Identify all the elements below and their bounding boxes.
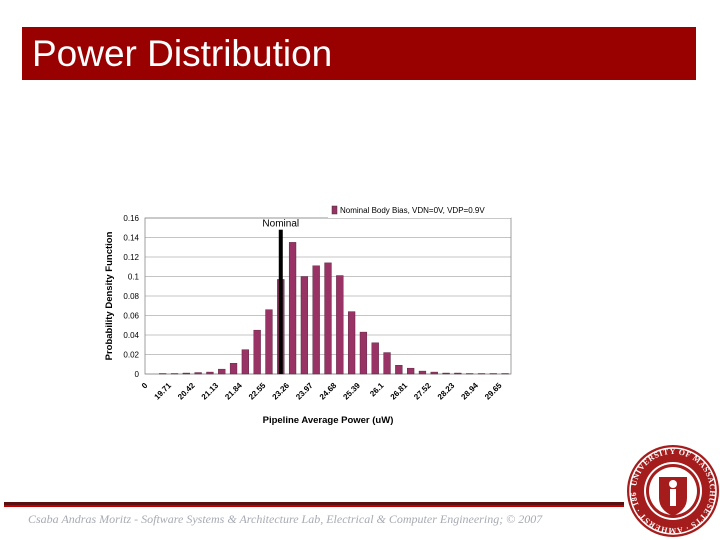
bar (241, 349, 249, 375)
bar (430, 371, 438, 375)
y-tick-label: 0.04 (123, 331, 139, 340)
bar (371, 342, 379, 375)
bar (347, 311, 356, 375)
x-tick-label: 21.13 (200, 381, 221, 402)
bar (288, 242, 297, 375)
y-tick-label: 0.06 (123, 312, 139, 321)
bar (442, 372, 450, 375)
y-axis-label: Probability Density Function (104, 231, 115, 360)
bar (300, 276, 309, 375)
title-bar: Power Distribution (22, 27, 696, 80)
bar (182, 372, 190, 375)
bar (253, 329, 261, 375)
bar (229, 363, 238, 375)
legend-swatch (331, 205, 338, 215)
x-tick-label: 23.26 (271, 381, 292, 402)
y-tick-label: 0.12 (123, 253, 139, 262)
bar (218, 368, 226, 375)
y-tick-label: 0 (135, 370, 140, 379)
nominal-label: Nominal (262, 219, 299, 230)
bar (324, 262, 332, 375)
nominal-bar (278, 229, 283, 374)
footer-credit: Csaba Andras Moritz - Software Systems &… (28, 512, 543, 526)
y-tick-label: 0.08 (123, 292, 139, 301)
x-tick-label: 19.71 (152, 381, 173, 402)
x-tick-label: 25.39 (341, 381, 362, 402)
footer-rule (4, 502, 624, 505)
x-tick-label: 0 (140, 381, 150, 391)
footer-rule-accent (4, 505, 624, 507)
legend-label: Nominal Body Bias, VDN=0V, VDP=0.9V (340, 206, 485, 215)
x-tick-label: 28.23 (436, 381, 457, 402)
x-tick-label: 22.55 (247, 381, 268, 402)
bar (418, 370, 427, 375)
bar (194, 372, 202, 375)
x-tick-label: 23.97 (294, 381, 315, 402)
bar (454, 372, 462, 375)
slide-title: Power Distribution (32, 33, 333, 74)
y-tick-label: 0.02 (123, 351, 139, 360)
bar (359, 331, 368, 375)
bar (206, 371, 214, 375)
x-tick-label: 20.42 (176, 381, 197, 402)
umass-seal-logo: UNIVERSITY OF MASSACHUSETTS · AMHERST · … (626, 444, 719, 537)
x-tick-label: 26.1 (368, 381, 386, 399)
x-tick-label: 24.68 (318, 381, 339, 402)
x-tick-label: 21.84 (223, 381, 244, 402)
legend: Nominal Body Bias, VDN=0V, VDP=0.9V (328, 203, 511, 218)
y-tick-label: 0.16 (123, 214, 139, 223)
bar (395, 365, 403, 375)
bar (312, 265, 320, 375)
y-tick-label: 0.1 (128, 273, 140, 282)
x-tick-label: 26.81 (389, 381, 410, 402)
x-axis-label: Pipeline Average Power (uW) (263, 415, 394, 426)
y-tick-label: 0.14 (123, 234, 139, 243)
x-tick-label: 28.94 (459, 381, 480, 402)
bar (336, 275, 344, 375)
bar (407, 367, 415, 375)
bar (383, 352, 391, 375)
x-tick-label: 27.52 (412, 381, 433, 402)
x-tick-labels: 0 19.71 20.42 21.13 21.84 22.55 23.26 23.97 24.6… (140, 381, 504, 402)
bar (265, 309, 273, 375)
y-tick-labels: 0.16 0.14 0.12 0.1 0.08 0.06 0.04 0.02 0 (123, 214, 139, 379)
legend-box (328, 203, 511, 218)
x-tick-label: 29.65 (483, 381, 504, 402)
